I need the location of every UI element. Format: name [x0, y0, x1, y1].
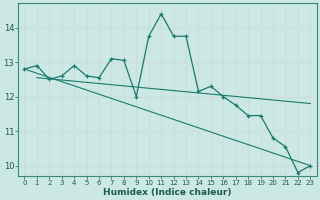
X-axis label: Humidex (Indice chaleur): Humidex (Indice chaleur): [103, 188, 232, 197]
